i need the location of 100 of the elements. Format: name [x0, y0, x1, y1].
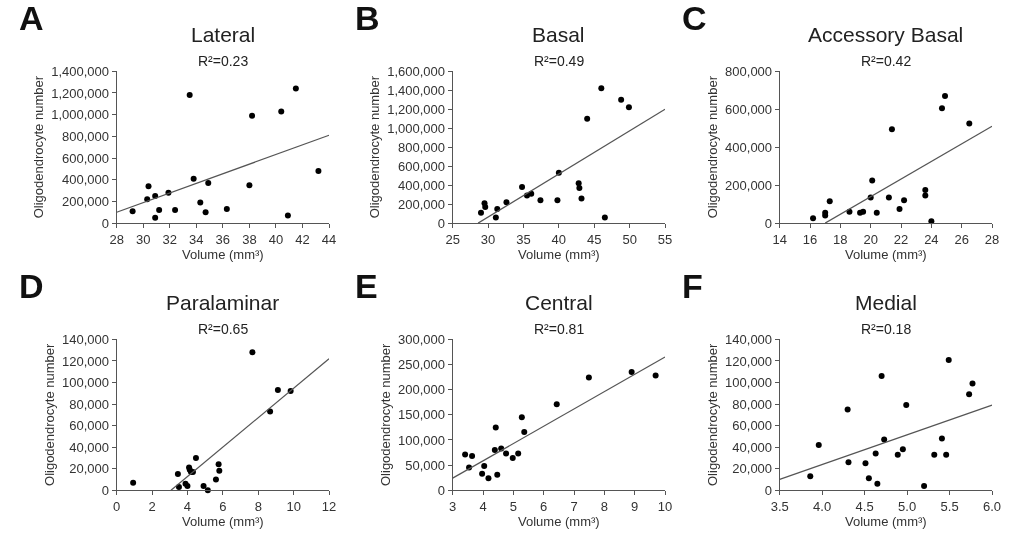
y-tick-label: 1,000,000	[51, 107, 110, 123]
x-tick-label: 16	[802, 231, 818, 247]
y-tick-label: 1,200,000	[387, 101, 446, 117]
y-tick-label: 1,400,000	[51, 63, 110, 79]
y-axis-title: Oligodendrocyte number	[705, 342, 721, 486]
y-tick-label: 120,000	[62, 353, 110, 369]
text: E	[355, 267, 378, 305]
x-tick-label: 6	[219, 498, 227, 514]
y-tick-label: 150,000	[398, 407, 446, 423]
chart-subtitle: R²=0.49	[534, 53, 585, 69]
x-tick-label: 20	[863, 231, 878, 247]
x-tick-label: 10	[657, 498, 673, 514]
y-tick-label: 400,000	[398, 177, 446, 193]
y-tick-label: 1,600,000	[387, 63, 446, 79]
chart-title: Central	[525, 291, 593, 314]
x-tick-label: 30	[135, 231, 151, 247]
y-tick-label: 60,000	[69, 418, 110, 434]
y-tick-label: 0	[101, 482, 110, 498]
x-tick-label: 25	[445, 231, 460, 247]
y-tick-label: 1,200,000	[51, 85, 110, 101]
x-tick-label: 3	[449, 498, 457, 514]
y-tick-label: 40,000	[69, 439, 110, 455]
x-tick-label: 6	[540, 498, 548, 514]
y-tick-label: 120,000	[725, 353, 773, 369]
y-tick-label: 0	[437, 215, 446, 231]
text: C	[682, 0, 707, 37]
x-tick-label: 2	[148, 498, 156, 514]
y-tick-label: 1,400,000	[387, 82, 446, 98]
chart-subtitle: R²=0.81	[534, 321, 585, 337]
y-tick-label: 600,000	[725, 101, 773, 117]
y-tick-label: 140,000	[725, 331, 773, 347]
x-axis-title: Volume (mm³)	[845, 247, 927, 263]
y-tick-label: 40,000	[732, 439, 773, 455]
y-tick-label: 0	[101, 215, 110, 231]
x-tick-label: 4	[479, 498, 487, 514]
x-tick-label: 5.0	[898, 498, 917, 514]
y-tick-label: 100,000	[398, 432, 446, 448]
x-tick-label: 44	[321, 231, 337, 247]
x-tick-label: 42	[295, 231, 310, 247]
x-tick-label: 7	[570, 498, 578, 514]
y-axis-title: Oligodendrocyte number	[31, 75, 47, 219]
x-tick-label: 36	[215, 231, 231, 247]
y-tick-label: 200,000	[398, 382, 446, 398]
y-tick-label: 0	[764, 215, 773, 231]
x-tick-label: 9	[631, 498, 639, 514]
text: D	[19, 267, 44, 305]
chart-title: Paralaminar	[166, 291, 280, 314]
y-tick-label: 600,000	[398, 158, 446, 174]
chart-subtitle: R²=0.65	[198, 321, 249, 337]
x-tick-label: 50	[622, 231, 637, 247]
y-axis-title: Oligodendrocyte number	[378, 342, 394, 486]
y-tick-label: 80,000	[732, 396, 773, 412]
y-axis-title: Oligodendrocyte number	[42, 342, 58, 486]
text: F	[682, 267, 703, 305]
y-tick-label: 100,000	[62, 375, 110, 391]
y-tick-label: 200,000	[398, 196, 446, 212]
y-axis-title: Oligodendrocyte number	[367, 75, 383, 219]
x-tick-label: 35	[516, 231, 531, 247]
x-tick-label: 28	[984, 231, 1000, 247]
x-tick-label: 24	[924, 231, 939, 247]
x-tick-label: 3.5	[770, 498, 789, 514]
y-tick-label: 50,000	[405, 457, 446, 473]
x-tick-label: 5.5	[940, 498, 959, 514]
x-tick-label: 32	[162, 231, 177, 247]
y-tick-label: 250,000	[398, 357, 446, 373]
text: A	[19, 0, 44, 37]
x-tick-label: 30	[480, 231, 496, 247]
chart-subtitle: R²=0.42	[861, 53, 912, 69]
x-tick-label: 40	[268, 231, 284, 247]
x-tick-label: 28	[109, 231, 124, 247]
y-tick-label: 60,000	[732, 418, 773, 434]
y-tick-label: 20,000	[732, 461, 773, 477]
y-tick-label: 1,000,000	[387, 120, 446, 136]
x-tick-label: 8	[600, 498, 608, 514]
y-tick-label: 800,000	[62, 128, 110, 144]
y-tick-label: 0	[764, 482, 773, 498]
x-tick-label: 8	[254, 498, 262, 514]
x-axis-title: Volume (mm³)	[518, 247, 600, 263]
x-tick-label: 12	[321, 498, 337, 514]
x-tick-label: 6.0	[983, 498, 1002, 514]
y-tick-label: 600,000	[62, 150, 110, 166]
x-axis-title: Volume (mm³)	[182, 247, 264, 263]
chart-subtitle: R²=0.23	[198, 53, 249, 69]
y-tick-label: 140,000	[62, 331, 110, 347]
x-axis-title: Volume (mm³)	[518, 514, 600, 530]
x-tick-label: 45	[587, 231, 602, 247]
x-tick-label: 4.5	[855, 498, 874, 514]
y-tick-label: 400,000	[725, 139, 773, 155]
x-tick-label: 26	[954, 231, 969, 247]
x-tick-label: 18	[833, 231, 848, 247]
x-tick-label: 5	[509, 498, 517, 514]
x-tick-label: 38	[242, 231, 257, 247]
y-tick-label: 300,000	[398, 331, 446, 347]
chart-subtitle: R²=0.18	[861, 321, 912, 337]
text: B	[355, 0, 380, 37]
y-tick-label: 100,000	[725, 375, 773, 391]
x-tick-label: 0	[113, 498, 121, 514]
y-tick-label: 400,000	[62, 172, 110, 188]
y-tick-label: 800,000	[398, 139, 446, 155]
chart-title: Medial	[855, 291, 917, 314]
